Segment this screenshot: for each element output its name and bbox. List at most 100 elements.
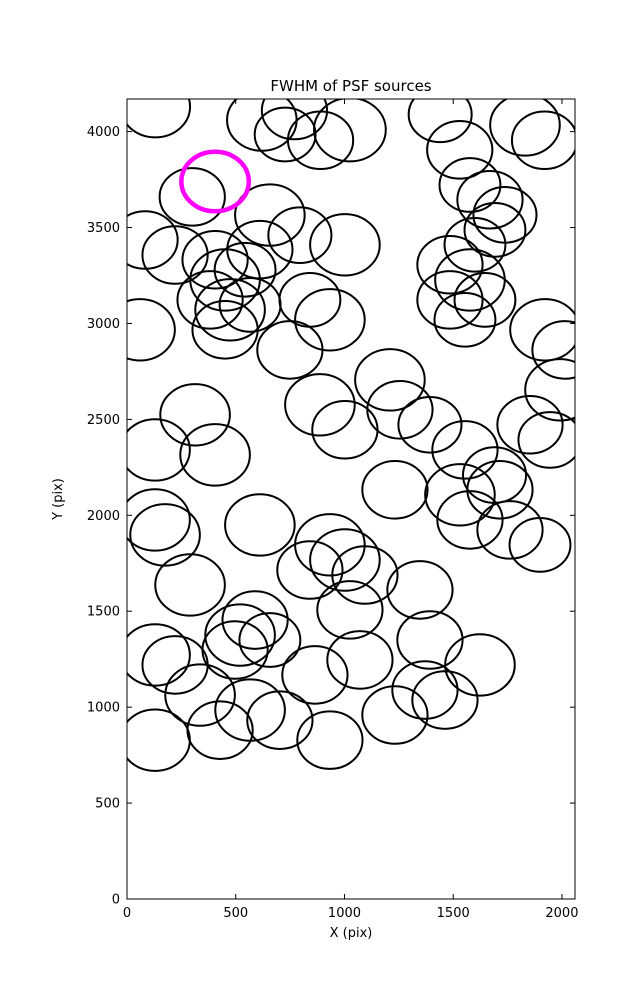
psf-source-circle: [489, 99, 561, 157]
psf-source-circle: [438, 157, 502, 213]
psf-source-circle: [433, 291, 497, 348]
plot-region: 0 500 1000 1500 2000 0 500 1000 1500 2000 2500 3000…: [87, 98, 578, 921]
psf-source-circle: [510, 110, 575, 171]
psf-source-circle: [316, 580, 384, 640]
psf-source-circle: [386, 560, 454, 620]
psf-source-circle: [164, 663, 236, 727]
psf-source-circle: [466, 460, 534, 520]
psf-source-circle: [416, 234, 484, 295]
psf-source-circle: [246, 690, 314, 750]
psf-source-circle: [311, 399, 379, 460]
psf-source-circle: [391, 660, 459, 720]
psf-source-circle: [281, 645, 349, 705]
psf-source-circle: [463, 201, 527, 258]
psf-source-circle: [127, 418, 191, 482]
y-tick-label: 0: [112, 893, 120, 908]
psf-source-circle: [434, 248, 506, 312]
psf-source-circle: [531, 320, 575, 380]
y-tick-label: 4000: [87, 125, 120, 140]
psf-source-circle: [204, 603, 276, 667]
psf-source-circle: [141, 225, 209, 285]
psf-source-circle: [456, 169, 524, 230]
psf-source-circle: [453, 272, 517, 328]
psf-source-circle: [496, 394, 564, 455]
psf-source-circle: [201, 620, 269, 680]
x-tick-label: 0: [123, 906, 131, 921]
psf-source-circle: [508, 516, 572, 573]
psf-source-circle: [284, 373, 356, 437]
psf-source-circle: [424, 463, 496, 527]
psf-source-circle: [127, 488, 191, 552]
psf-source-circle: [260, 99, 329, 141]
psf-source-circle: [331, 545, 399, 605]
psf-source-circle: [431, 420, 499, 480]
psf-source-circle: [186, 700, 254, 760]
psf-source-circle: [524, 358, 575, 422]
psf-source-circle: [191, 300, 259, 360]
psf-source-circle: [361, 460, 429, 520]
psf-source-circle: [416, 270, 484, 330]
psf-source-circle: [176, 270, 244, 330]
psf-source-circle: [354, 348, 426, 412]
y-tick-label: 2500: [87, 413, 120, 428]
y-tick-label: 500: [95, 797, 120, 812]
psf-source-circle: [462, 446, 528, 504]
psf-source-circle: [181, 229, 249, 290]
y-tick-label: 3000: [87, 317, 120, 332]
psf-source-circle: [436, 490, 504, 550]
psf-source-circle: [158, 167, 226, 227]
psf-source-circle: [127, 99, 192, 139]
psf-source-circle: [253, 106, 317, 163]
psf-source-circle: [476, 500, 544, 560]
x-tick-label: 1500: [437, 906, 470, 921]
x-axis-label: X (pix): [330, 926, 373, 941]
psf-source-circle: [472, 186, 538, 244]
psf-source-circle: [224, 493, 296, 557]
psf-source-circle: [267, 206, 333, 265]
psf-source-circle: [309, 213, 381, 277]
psf-source-circle: [256, 320, 324, 380]
psf-source-circle: [221, 590, 289, 650]
psf-source-circle: [218, 276, 282, 333]
psf-source-circle: [313, 99, 387, 163]
psf-source-circle: [407, 99, 473, 144]
psf-source-circle: [127, 298, 176, 362]
psf-source-circle: [129, 503, 201, 567]
psf-source-circle: [127, 623, 191, 687]
psf-source-circle: [361, 685, 429, 745]
highlighted-psf-circle: [179, 149, 252, 214]
psf-source-circle: [179, 423, 251, 487]
psf-source-circle: [226, 219, 294, 280]
x-tick-label: 1000: [328, 906, 361, 921]
psf-source-circle: [517, 411, 575, 469]
psf-source-circle: [154, 553, 226, 617]
psf-source-circle: [276, 540, 344, 600]
circles-layer: [127, 99, 575, 772]
psf-source-circle: [294, 288, 366, 352]
psf-source-circle: [238, 612, 302, 668]
psf-source-circle: [509, 298, 575, 362]
psf-source-circle: [278, 272, 342, 328]
psf-source-circle: [296, 710, 364, 770]
chart-title: FWHM of PSF sources: [270, 77, 431, 95]
axes-border: [126, 98, 576, 900]
psf-source-circle: [426, 120, 494, 180]
psf-source-circle: [326, 630, 394, 690]
psf-source-circle: [194, 278, 266, 342]
y-tick-label: 3500: [87, 221, 120, 236]
psf-source-circle: [444, 633, 516, 697]
x-tick-label: 500: [223, 906, 248, 921]
psf-source-circle: [127, 708, 191, 772]
psf-source-circle: [443, 216, 507, 273]
psf-source-circle: [159, 383, 231, 447]
psf-source-circle: [309, 528, 381, 592]
psf-source-circle: [127, 210, 179, 270]
y-tick-label: 1000: [87, 701, 120, 716]
y-tick-label: 1500: [87, 605, 120, 620]
y-axis-label: Y (pix): [51, 478, 66, 521]
psf-source-circle: [397, 395, 463, 454]
psf-source-circle: [294, 513, 366, 577]
x-tick-label: 2000: [545, 906, 578, 921]
